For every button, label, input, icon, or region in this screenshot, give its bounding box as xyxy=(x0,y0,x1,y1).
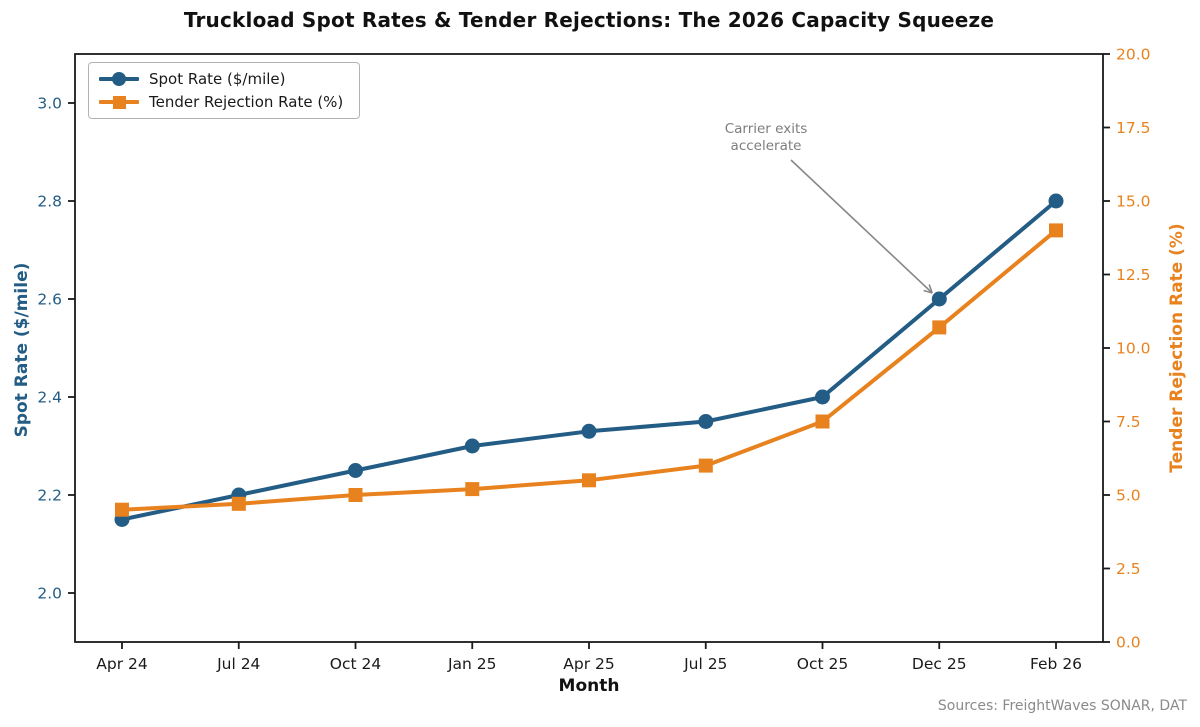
right-y-tick-label: 0.0 xyxy=(1116,633,1141,651)
right-axis-title: Tender Rejection Rate (%) xyxy=(1167,223,1187,473)
x-tick-label: Jul 24 xyxy=(216,655,260,673)
x-tick-label: Feb 26 xyxy=(1030,655,1082,673)
tender-rejection-rate-marker xyxy=(815,414,830,429)
legend-label-tender-rejection: Tender Rejection Rate (%) xyxy=(149,93,344,111)
tender-rejection-rate-marker xyxy=(698,458,713,473)
legend-label-spot-rate: Spot Rate ($/mile) xyxy=(149,70,286,88)
right-y-tick-label: 15.0 xyxy=(1116,192,1151,210)
legend-item-tender-rejection: Tender Rejection Rate (%) xyxy=(99,93,343,111)
legend-item-spot-rate: Spot Rate ($/mile) xyxy=(99,70,343,88)
right-y-tick-label: 20.0 xyxy=(1116,45,1151,63)
plot-border xyxy=(74,53,1104,643)
left-y-tick-label: 3.0 xyxy=(37,94,62,112)
right-y-tick-label: 12.5 xyxy=(1116,266,1151,284)
tender-rejection-rate-marker xyxy=(582,473,596,488)
tender-rejection-legend-marker-icon xyxy=(99,94,139,110)
right-y-tick-label: 2.5 xyxy=(1116,560,1141,578)
spot-rate-mile-marker xyxy=(931,291,947,307)
spot-rate-legend-marker-icon xyxy=(99,71,139,87)
x-tick-label: Jul 25 xyxy=(683,655,727,673)
x-tick-label: Oct 24 xyxy=(330,655,381,673)
spot-rate-mile-line xyxy=(120,199,1058,522)
tender-rejection-rate-marker xyxy=(932,320,947,335)
right-y-tick-label: 5.0 xyxy=(1116,486,1141,504)
left-y-tick-label: 2.0 xyxy=(37,584,62,602)
tender-rejection-rate-marker xyxy=(1049,223,1063,238)
tender-rejection-rate-marker xyxy=(115,502,129,517)
tender-rejection-rate-marker xyxy=(231,496,246,511)
right-y-tick-label: 7.5 xyxy=(1116,413,1141,431)
annotation-line-1: Carrier exits xyxy=(724,121,808,137)
right-y-tick-label: 17.5 xyxy=(1116,119,1151,137)
left-y-tick-label: 2.2 xyxy=(37,486,62,504)
annotation-arrow xyxy=(790,159,934,294)
legend-circle-icon xyxy=(112,72,126,86)
tender-rejection-rate-marker xyxy=(348,488,363,502)
x-tick-label: Oct 25 xyxy=(797,655,848,673)
spot-rate-mile-marker xyxy=(698,414,714,429)
spot-rate-mile-marker xyxy=(464,438,480,454)
legend-square-icon xyxy=(112,95,126,109)
x-tick-label: Apr 24 xyxy=(96,655,147,673)
x-tick-label: Dec 25 xyxy=(912,655,967,673)
right-y-tick-label: 10.0 xyxy=(1116,339,1151,357)
spot-rate-mile-marker xyxy=(581,423,597,439)
left-y-tick-label: 2.8 xyxy=(37,192,62,210)
tender-rejection-rate-marker xyxy=(465,482,480,497)
source-note: Sources: FreightWaves SONAR, DAT xyxy=(937,698,1187,714)
left-axis-title: Spot Rate ($/mile) xyxy=(12,262,32,438)
x-tick-label: Apr 25 xyxy=(563,655,614,673)
tender-rejection-rate-line xyxy=(120,228,1058,512)
spot-rate-mile-marker xyxy=(815,389,830,405)
left-y-tick-label: 2.6 xyxy=(37,290,62,308)
annotation-line-2: accelerate xyxy=(730,138,802,154)
chart-title: Truckload Spot Rates & Tender Rejections… xyxy=(183,8,995,32)
legend: Spot Rate ($/mile) Tender Rejection Rate… xyxy=(88,62,361,119)
left-y-tick-label: 2.4 xyxy=(37,388,62,406)
spot-rate-mile-marker xyxy=(1048,193,1064,209)
x-tick-label: Jan 25 xyxy=(447,655,497,673)
x-axis-title: Month xyxy=(558,676,620,696)
annotation-carrier-exits: Carrier exits accelerate xyxy=(696,121,836,155)
spot-rate-mile-marker xyxy=(348,463,363,478)
